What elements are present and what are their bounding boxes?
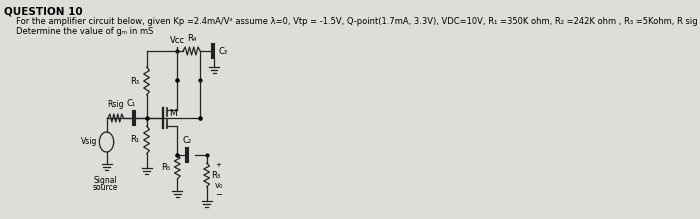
Text: R₁: R₁ [130,136,139,145]
Text: R₃: R₃ [211,171,220,180]
Text: QUESTION 10: QUESTION 10 [4,7,83,17]
Text: v₀: v₀ [215,180,223,189]
Text: For the amplifier circuit below, given Kp =2.4mA/V² assume λ=0, Vtp = -1.5V, Q-p: For the amplifier circuit below, given K… [15,17,700,26]
Text: C₂: C₂ [182,136,191,145]
Text: C₃: C₃ [219,46,228,55]
Text: Determine the value of gₘ in mS: Determine the value of gₘ in mS [15,27,153,36]
Text: Rsig: Rsig [108,100,124,109]
Text: R₅: R₅ [161,162,170,171]
Text: −: − [215,191,222,200]
Text: Vcc: Vcc [170,36,185,45]
Text: R₃: R₃ [130,76,139,85]
Text: +: + [215,162,221,168]
Text: R₄: R₄ [187,34,196,43]
Text: C₁: C₁ [126,99,136,108]
Text: Vsig: Vsig [81,138,97,147]
Text: source: source [92,183,118,192]
Text: Signal: Signal [93,176,117,185]
Text: M: M [169,110,176,118]
